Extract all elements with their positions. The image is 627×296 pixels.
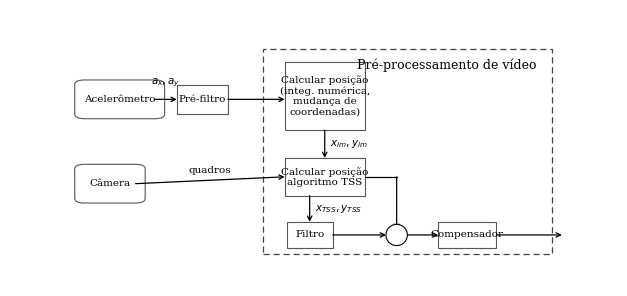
Text: Acelerômetro: Acelerômetro xyxy=(84,95,155,104)
Bar xyxy=(177,85,228,114)
Bar xyxy=(287,222,333,248)
FancyBboxPatch shape xyxy=(75,164,145,203)
Bar xyxy=(285,62,365,130)
Text: $x_{im}, y_{im}$: $x_{im}, y_{im}$ xyxy=(330,138,367,150)
Text: $a_x, a_y$: $a_x, a_y$ xyxy=(151,77,181,89)
Text: Câmera: Câmera xyxy=(90,179,130,188)
Bar xyxy=(263,49,552,254)
Bar xyxy=(285,158,365,196)
FancyBboxPatch shape xyxy=(75,80,165,119)
Text: quadros: quadros xyxy=(189,165,231,175)
Text: $x_{TSS}, y_{TSS}$: $x_{TSS}, y_{TSS}$ xyxy=(315,203,362,215)
Text: Compensador: Compensador xyxy=(431,231,503,239)
Text: Filtro: Filtro xyxy=(295,231,324,239)
Text: Pré-processamento de vídeo: Pré-processamento de vídeo xyxy=(357,58,536,72)
Ellipse shape xyxy=(386,224,408,246)
Text: Pré-filtro: Pré-filtro xyxy=(179,95,226,104)
Text: Calcular posição
algoritmo TSS: Calcular posição algoritmo TSS xyxy=(281,167,369,187)
Text: Calcular posição
(integ. numérica,
mudança de
coordenadas): Calcular posição (integ. numérica, mudan… xyxy=(280,75,370,117)
Bar xyxy=(438,222,497,248)
